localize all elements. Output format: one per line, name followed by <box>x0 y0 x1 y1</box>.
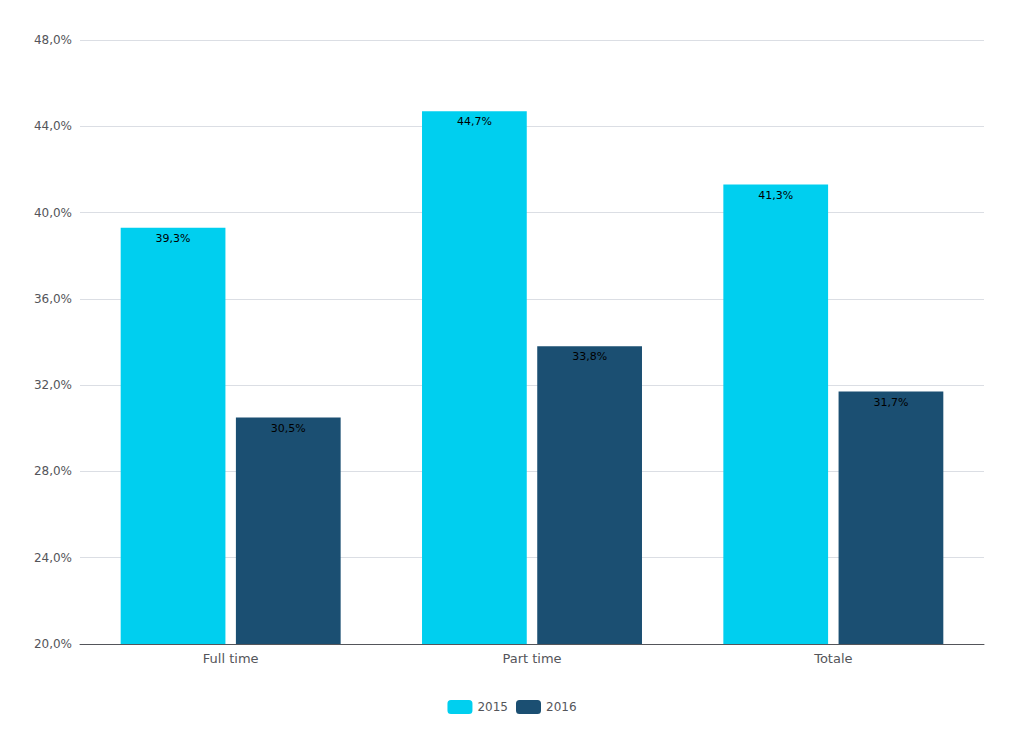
svg-text:39,3%: 39,3% <box>156 232 191 245</box>
svg-text:41,3%: 41,3% <box>758 189 793 202</box>
svg-text:44,7%: 44,7% <box>457 115 492 128</box>
svg-text:32,0%: 32,0% <box>34 378 72 392</box>
svg-text:36,0%: 36,0% <box>34 292 72 306</box>
svg-text:31,7%: 31,7% <box>873 396 908 409</box>
svg-text:30,5%: 30,5% <box>271 422 306 435</box>
svg-text:28,0%: 28,0% <box>34 464 72 478</box>
svg-text:20,0%: 20,0% <box>34 637 72 651</box>
svg-text:Totale: Totale <box>813 651 852 666</box>
svg-text:2016: 2016 <box>546 700 577 714</box>
svg-text:33,8%: 33,8% <box>572 350 607 363</box>
svg-text:2015: 2015 <box>477 700 508 714</box>
svg-text:48,0%: 48,0% <box>34 33 72 47</box>
svg-text:Part time: Part time <box>502 651 561 666</box>
svg-text:40,0%: 40,0% <box>34 206 72 220</box>
svg-text:24,0%: 24,0% <box>34 551 72 565</box>
svg-text:Full time: Full time <box>203 651 259 666</box>
svg-text:44,0%: 44,0% <box>34 119 72 133</box>
